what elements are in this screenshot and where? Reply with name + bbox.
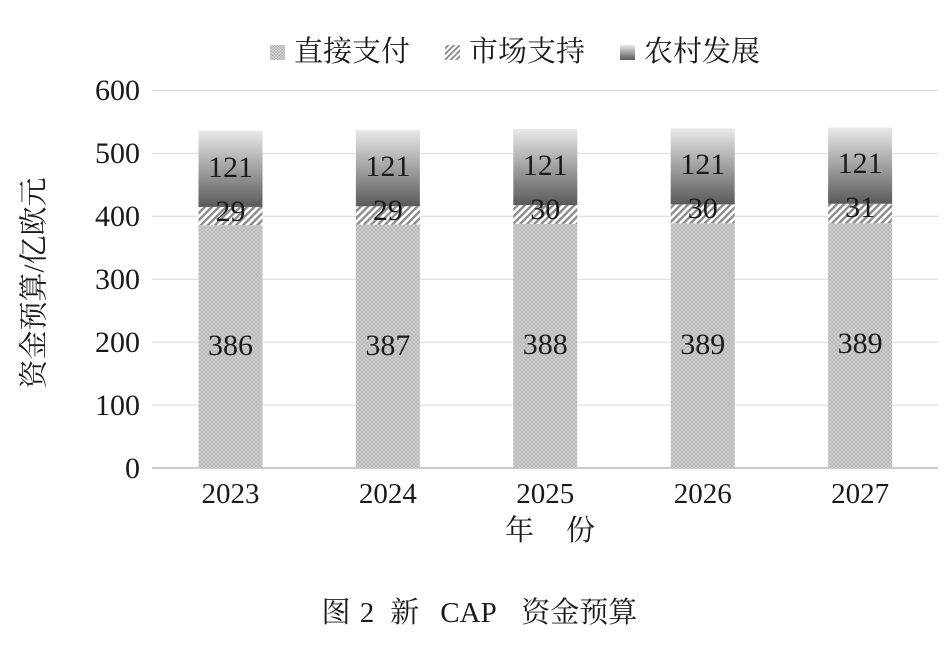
svg-text:2023: 2023 [202, 478, 260, 510]
svg-text:资金预算: 资金预算 [521, 596, 637, 629]
svg-text:121: 121 [680, 148, 725, 181]
svg-text:份: 份 [566, 514, 595, 547]
svg-text:2024: 2024 [359, 478, 418, 510]
svg-text:直接支付: 直接支付 [294, 35, 410, 68]
svg-text:29: 29 [216, 195, 246, 228]
svg-text:121: 121 [838, 147, 883, 180]
svg-text:387: 387 [365, 329, 410, 362]
svg-text:30: 30 [688, 192, 718, 225]
svg-text:29: 29 [373, 194, 403, 227]
svg-text:386: 386 [208, 329, 253, 362]
svg-text:500: 500 [95, 137, 140, 170]
svg-text:年: 年 [505, 514, 534, 547]
svg-text:121: 121 [208, 151, 253, 184]
svg-text:30: 30 [530, 193, 560, 226]
svg-text:300: 300 [95, 263, 140, 296]
svg-text:388: 388 [523, 328, 568, 361]
svg-text:2025: 2025 [516, 478, 574, 510]
svg-text:图: 图 [322, 597, 351, 629]
svg-text:121: 121 [365, 150, 410, 183]
svg-text:389: 389 [838, 327, 883, 360]
svg-text:121: 121 [523, 149, 568, 182]
svg-text:31: 31 [845, 191, 875, 224]
svg-text:CAP: CAP [440, 597, 496, 629]
svg-text:0: 0 [125, 452, 140, 485]
svg-text:200: 200 [95, 326, 140, 359]
svg-text:389: 389 [680, 328, 725, 361]
svg-text:资金预算/亿欧元: 资金预算/亿欧元 [17, 177, 50, 388]
svg-text:2: 2 [360, 597, 375, 629]
svg-text:2027: 2027 [831, 478, 889, 510]
svg-text:400: 400 [95, 200, 140, 233]
svg-text:100: 100 [95, 389, 140, 422]
svg-text:市场支持: 市场支持 [469, 35, 585, 68]
svg-text:新: 新 [390, 596, 419, 629]
svg-text:农村发展: 农村发展 [644, 35, 760, 68]
svg-text:2026: 2026 [674, 478, 732, 510]
svg-text:600: 600 [95, 74, 140, 107]
